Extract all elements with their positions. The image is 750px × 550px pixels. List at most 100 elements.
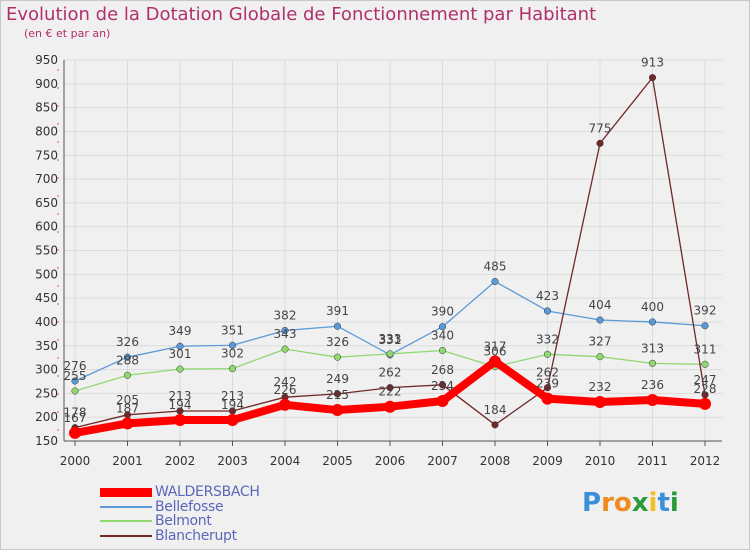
logo-letter: i <box>648 488 658 518</box>
data-point <box>71 387 79 395</box>
data-label: 213 <box>221 389 244 403</box>
x-tick-label: 2009 <box>532 454 563 468</box>
data-point <box>701 360 709 368</box>
data-label: 313 <box>641 341 664 355</box>
data-label: 326 <box>116 335 139 349</box>
data-point <box>596 353 604 361</box>
data-label: 239 <box>536 377 559 391</box>
data-point <box>491 277 499 286</box>
data-label: 332 <box>536 332 559 346</box>
logo-letter: t <box>657 488 670 518</box>
data-label: 423 <box>536 289 559 303</box>
y-tick-label: 950 <box>35 53 58 67</box>
data-label: 326 <box>326 335 349 349</box>
data-point <box>281 345 289 353</box>
y-tick-label: 800 <box>35 124 58 138</box>
x-tick-label: 2003 <box>217 454 248 468</box>
data-point <box>384 400 396 413</box>
chart-subtitle: (en € et par an) <box>24 27 111 40</box>
data-label: 213 <box>169 389 192 403</box>
data-label: 232 <box>589 380 612 394</box>
data-point <box>438 323 447 331</box>
data-label: 327 <box>589 335 612 349</box>
y-tick-label: 300 <box>35 363 58 377</box>
legend-swatch <box>100 520 152 522</box>
data-label: 268 <box>431 363 454 377</box>
data-label: 255 <box>64 369 87 383</box>
data-point <box>228 341 237 349</box>
x-tick-label: 2011 <box>637 454 668 468</box>
data-label: 400 <box>641 300 664 314</box>
logo-letter: r <box>601 488 614 518</box>
data-point <box>333 353 342 361</box>
y-tick-label: 550 <box>35 244 58 258</box>
data-label: 222 <box>379 385 402 399</box>
data-label: 351 <box>221 323 244 337</box>
x-tick-label: 2012 <box>690 454 721 468</box>
y-tick-label: 700 <box>35 172 58 186</box>
data-point <box>543 384 552 392</box>
y-tick-label: 400 <box>35 315 58 329</box>
data-label: 276 <box>64 359 87 373</box>
data-label: 311 <box>694 342 717 356</box>
data-point <box>594 395 606 408</box>
data-label: 382 <box>274 309 297 323</box>
data-label: 262 <box>536 366 559 380</box>
data-point <box>489 355 501 368</box>
data-label: 242 <box>274 375 297 389</box>
data-label: 392 <box>694 304 717 318</box>
data-point <box>121 417 134 430</box>
chart-title: Evolution de la Dotation Globale de Fonc… <box>6 4 597 25</box>
data-label: 288 <box>116 353 139 367</box>
data-label: 234 <box>431 379 454 393</box>
y-tick-label: 500 <box>35 267 58 281</box>
x-tick-label: 2000 <box>60 454 91 468</box>
logo-letter: o <box>613 488 632 518</box>
data-point <box>648 74 657 82</box>
x-tick-label: 2001 <box>112 454 143 468</box>
data-point <box>331 404 344 417</box>
data-label: 317 <box>484 339 507 353</box>
data-point <box>333 390 342 398</box>
data-label: 249 <box>326 372 349 386</box>
data-point <box>648 318 657 326</box>
y-tick-label: 450 <box>35 291 58 305</box>
proxiti-logo: Proxiti <box>582 488 679 518</box>
data-point <box>174 414 186 427</box>
x-tick-label: 2004 <box>270 454 301 468</box>
data-label: 228 <box>694 382 717 396</box>
data-point <box>543 307 552 315</box>
data-point <box>648 359 657 367</box>
data-point <box>438 346 447 355</box>
y-tick-label: 150 <box>35 434 58 448</box>
legend-label: Blancherupt <box>155 527 237 544</box>
data-label: 485 <box>484 259 507 273</box>
data-point <box>386 384 394 392</box>
data-label: 194 <box>169 398 192 412</box>
x-tick-label: 2002 <box>165 454 196 468</box>
y-tick-label: 650 <box>35 196 58 210</box>
data-label: 340 <box>431 329 454 343</box>
data-point <box>491 421 499 429</box>
data-point <box>386 350 394 358</box>
legend-label: Belmont <box>155 513 212 529</box>
legend-swatch <box>100 488 152 497</box>
y-tick-label: 250 <box>35 386 58 400</box>
data-point <box>123 353 132 361</box>
data-point <box>646 394 659 407</box>
y-tick-label: 850 <box>35 101 58 115</box>
data-point <box>701 322 709 330</box>
y-tick-label: 900 <box>35 77 58 91</box>
data-point <box>176 342 184 350</box>
data-label: 262 <box>379 366 402 380</box>
data-label: 913 <box>641 56 664 70</box>
logo-letter: P <box>582 488 602 518</box>
data-point <box>228 365 237 373</box>
data-point <box>279 398 291 411</box>
data-label: 187 <box>116 401 139 415</box>
data-point <box>596 139 604 147</box>
data-label: 236 <box>641 378 664 392</box>
data-point <box>541 392 554 405</box>
data-label: 302 <box>221 347 244 361</box>
